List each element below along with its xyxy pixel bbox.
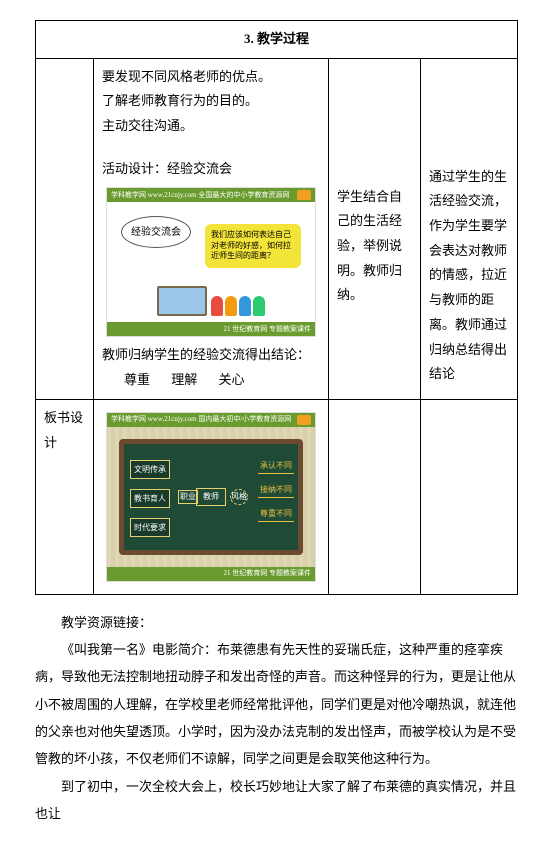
slide-body: 文明传承 教书育人 时代要求 职业 教师 风格 承认不同 接纳不同 尊重不同 (107, 427, 315, 567)
board-item: 承认不同 (258, 458, 294, 474)
row2-col1: 板书设计 (36, 399, 94, 594)
body-line: 主动交往沟通。 (102, 114, 320, 139)
row1-col4: 通过学生的生活经验交流，作为学生要学会表达对教师的情感，拉近与教师的距离。教师通… (421, 58, 518, 399)
activity-label: 活动设计：经验交流会 (102, 157, 320, 182)
blackboard: 文明传承 教书育人 时代要求 职业 教师 风格 承认不同 接纳不同 尊重不同 (119, 439, 303, 555)
slide-top-bar: 学科教学网 www.21cnjy.com 国内最大初中/小学教育资源网 (107, 413, 315, 427)
slide-logo-icon (297, 415, 311, 425)
conclusion-val: 尊重 (124, 372, 150, 387)
slide-footer-text: 21 世纪教育网 专题教案课件 (224, 323, 312, 336)
screen-icon (157, 286, 207, 316)
col4-text: 通过学生的生活经验交流，作为学生要学会表达对教师的情感，拉近与教师的距离。教师通… (429, 165, 509, 387)
slide-1: 学科教学网 www.21cnjy.com 全国最大的中小学教育资源网 经验交流会… (106, 187, 316, 337)
board-item: 教书育人 (130, 489, 170, 508)
slide-top-text: 学科教学网 www.21cnjy.com 全国最大的中小学教育资源网 (111, 189, 289, 202)
row2-col3 (329, 399, 421, 594)
board-item: 时代要求 (130, 518, 170, 537)
students-icon (211, 296, 265, 316)
board-left: 文明传承 教书育人 时代要求 (130, 460, 170, 538)
row1-col2: 要发现不同风格老师的优点。 了解老师教育行为的目的。 主动交往沟通。 活动设计：… (94, 58, 329, 399)
body-line: 要发现不同风格老师的优点。 (102, 65, 320, 90)
slide-footer-bar: 21 世纪教育网 专题教案课件 (107, 322, 315, 336)
resource-paragraph: 《叫我第一名》电影简介：布莱德患有先天性的妥瑞氏症，这种严重的痉挛疾病，导致他无… (35, 636, 518, 772)
slide-body: 经验交流会 我们应该如何表达自己对老师的好感，如何拉近师生间的距离？ (107, 202, 315, 322)
board-item: 尊重不同 (258, 506, 294, 522)
resource-section: 教学资源链接： 《叫我第一名》电影简介：布莱德患有先天性的妥瑞氏症，这种严重的痉… (35, 609, 518, 827)
row2-col2: 学科教学网 www.21cnjy.com 国内最大初中/小学教育资源网 文明传承… (94, 399, 329, 594)
board-center: 教师 (196, 488, 226, 506)
conclusion-values: 尊重 理解 关心 (102, 368, 320, 393)
board-cloud: 风格 (230, 489, 248, 505)
board-item: 文明传承 (130, 460, 170, 479)
row1-col3: 学生结合自己的生活经验，举例说明。教师归纳。 (329, 58, 421, 399)
slide-logo-icon (297, 190, 311, 200)
slide-top-text: 学科教学网 www.21cnjy.com 国内最大初中/小学教育资源网 (111, 413, 291, 426)
conclusion-label: 教师归纳学生的经验交流得出结论： (102, 343, 320, 368)
resource-link-label: 教学资源链接： (35, 609, 518, 636)
slide-footer-bar: 21 世纪教育网 专题教案课件 (107, 567, 315, 581)
speech-bubble: 我们应该如何表达自己对老师的好感，如何拉近师生间的距离？ (205, 224, 301, 267)
board-mid: 职业 (178, 490, 198, 504)
row2-col4 (421, 399, 518, 594)
row1-col1 (36, 58, 94, 399)
teacher-illustration (156, 270, 266, 316)
board-item: 接纳不同 (258, 482, 294, 498)
conclusion-val: 理解 (171, 372, 197, 387)
conclusion-val: 关心 (219, 372, 245, 387)
document-page: 3. 教学过程 要发现不同风格老师的优点。 了解老师教育行为的目的。 主动交往沟… (0, 0, 553, 847)
resource-paragraph: 到了初中，一次全校大会上，校长巧妙地让大家了解了布莱德的真实情况，并且也让 (35, 773, 518, 828)
col3-text: 学生结合自己的生活经验，举例说明。教师归纳。 (337, 185, 412, 308)
slide-top-bar: 学科教学网 www.21cnjy.com 全国最大的中小学教育资源网 (107, 188, 315, 202)
body-line: 了解老师教育行为的目的。 (102, 89, 320, 114)
oval-label: 经验交流会 (121, 216, 191, 248)
table-header: 3. 教学过程 (36, 21, 518, 59)
lesson-table: 3. 教学过程 要发现不同风格老师的优点。 了解老师教育行为的目的。 主动交往沟… (35, 20, 518, 595)
board-right: 承认不同 接纳不同 尊重不同 (258, 458, 294, 523)
slide-2: 学科教学网 www.21cnjy.com 国内最大初中/小学教育资源网 文明传承… (106, 412, 316, 582)
slide-footer-text: 21 世纪教育网 专题教案课件 (224, 567, 312, 580)
